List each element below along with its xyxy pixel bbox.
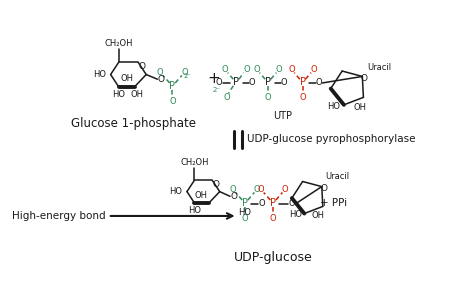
Text: OH: OH [195,191,208,200]
Text: O: O [230,192,237,201]
Text: Uracil: Uracil [326,172,350,181]
Text: HO: HO [238,208,252,217]
Text: OH: OH [130,90,143,99]
Text: UDP-glucose pyrophosphorylase: UDP-glucose pyrophosphorylase [247,134,416,144]
Text: O: O [212,180,219,188]
Text: O: O [281,78,287,87]
Text: + PPi: + PPi [320,198,347,208]
Text: 2⁻: 2⁻ [213,87,221,93]
Text: O: O [361,74,368,83]
Text: O: O [289,199,295,208]
Text: O: O [282,185,289,194]
Text: O: O [216,78,223,87]
Text: O: O [221,65,228,74]
Text: O: O [310,65,317,74]
Text: O: O [299,93,306,102]
Text: O: O [223,93,230,102]
Text: O: O [315,78,322,87]
Text: OH: OH [120,74,133,83]
Text: P: P [300,77,306,87]
Text: O: O [254,65,260,74]
Text: High-energy bond: High-energy bond [12,211,106,221]
Text: 2⁻: 2⁻ [183,73,191,80]
Text: O: O [158,75,164,84]
Text: P: P [242,198,248,208]
Text: O: O [257,185,264,194]
Text: UDP-glucose: UDP-glucose [234,251,313,264]
Text: P: P [265,77,271,87]
Text: CH₂OH: CH₂OH [104,39,133,48]
Text: O: O [288,65,295,74]
Text: CH₂OH: CH₂OH [180,158,209,167]
Text: O: O [264,93,271,102]
Text: OH: OH [353,103,366,112]
Text: HO: HO [112,90,125,99]
Text: O: O [157,68,164,77]
Text: O: O [258,199,265,208]
Text: HO: HO [93,70,106,79]
Text: O: O [276,65,283,74]
Text: OH: OH [311,211,325,220]
Text: O: O [254,185,261,194]
Text: HO: HO [169,187,182,196]
Text: P: P [233,77,239,87]
Text: O: O [270,214,276,223]
Text: O: O [229,185,236,194]
Text: O: O [169,97,176,106]
Text: HO: HO [289,210,302,218]
Text: +: + [207,71,220,86]
Text: Glucose 1-phosphate: Glucose 1-phosphate [71,117,196,130]
Text: O: O [243,65,250,74]
Text: P: P [270,198,276,208]
Text: O: O [138,62,145,70]
Text: Uracil: Uracil [367,63,392,72]
Text: UTP: UTP [273,111,292,121]
Text: O: O [181,68,188,77]
Text: O: O [249,78,255,87]
Text: HO: HO [327,102,340,111]
Text: O: O [320,184,327,193]
Text: P: P [169,81,175,91]
Text: HO: HO [188,206,201,215]
Text: O: O [242,214,248,223]
